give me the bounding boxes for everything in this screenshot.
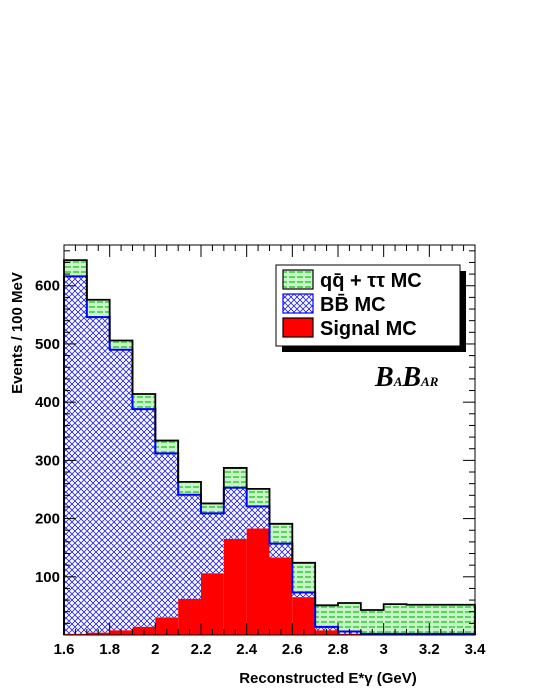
y-axis-title: Events / 100 MeV (9, 272, 26, 394)
bar-qqbar-tautau-7 (223, 467, 247, 488)
babar-logo: BABAR (374, 362, 439, 393)
bar-bbbar-0 (64, 276, 87, 634)
y-tick-label: 600 (35, 278, 60, 295)
x-tick-label: 3 (379, 641, 387, 658)
bar-bbbar-6 (201, 513, 224, 574)
legend-label-0: qq̄ + ττ MC (320, 270, 422, 292)
bar-qqbar-tautau-11 (315, 605, 338, 627)
legend-swatch-2 (282, 317, 314, 338)
bar-bbbar-9 (269, 543, 293, 558)
bar-qqbar-tautau-15 (406, 604, 430, 634)
bar-qqbar-tautau-4 (155, 440, 179, 454)
y-tick-label: 400 (35, 394, 60, 411)
x-tick-label: 2.6 (282, 641, 303, 658)
bar-qqbar-tautau-0 (64, 260, 87, 277)
bar-qqbar-tautau-5 (178, 481, 201, 495)
bar-qqbar-tautau-9 (269, 523, 293, 544)
bar-signal-8 (246, 528, 270, 635)
y-tick-label: 200 (35, 511, 60, 528)
bar-bbbar-3 (132, 409, 156, 627)
bar-bbbar-10 (292, 592, 316, 598)
legend-swatch-0 (282, 269, 314, 290)
bar-bbbar-2 (109, 349, 133, 631)
x-tick-label: 2 (151, 641, 159, 658)
bar-qqbar-tautau-14 (383, 604, 407, 634)
legend-swatch-1 (282, 293, 314, 314)
bar-bbbar-4 (155, 453, 179, 618)
bar-qqbar-tautau-13 (360, 609, 384, 634)
x-tick-label: 2.2 (191, 641, 212, 658)
bar-signal-7 (223, 538, 247, 635)
x-tick-label: 1.8 (99, 641, 120, 658)
x-tick-label: 3.4 (465, 641, 487, 658)
bar-qqbar-tautau-2 (109, 340, 133, 350)
bar-signal-6 (201, 573, 224, 635)
y-tick-label: 100 (35, 569, 60, 586)
plot-area (63, 259, 476, 635)
x-tick-label: 1.6 (54, 641, 75, 658)
total-outline (63, 259, 476, 635)
bar-qqbar-tautau-3 (132, 394, 156, 410)
bar-bbbar-5 (178, 494, 201, 599)
x-axis-title: Reconstructed E*γ (GeV) (239, 670, 417, 687)
bar-signal-9 (269, 557, 293, 635)
bar-bbbar-11 (315, 626, 338, 631)
bar-qqbar-tautau-1 (86, 299, 110, 318)
bar-qqbar-tautau-10 (292, 562, 316, 593)
bar-bbbar-1 (86, 317, 110, 633)
x-tick-label: 2.4 (236, 641, 258, 658)
bar-signal-4 (155, 617, 179, 635)
legend-label-1: BB̄ MC (320, 294, 386, 316)
x-tick-label: 2.8 (328, 641, 349, 658)
bar-signal-10 (292, 597, 316, 635)
x-tick-label: 3.2 (419, 641, 440, 658)
legend-label-2: Signal MC (320, 318, 417, 340)
bar-bbbar-8 (246, 506, 270, 529)
axis-ticks: 1.6 1.8 2 2.2 2.4 2.6 2.8 3 3.2 3.4 100 200 300 400 50… (35, 245, 486, 658)
bar-qqbar-tautau-8 (246, 488, 270, 507)
bar-qqbar-tautau-16 (429, 604, 453, 634)
y-tick-label: 300 (35, 452, 60, 469)
bar-signal-5 (178, 598, 201, 635)
bar-bbbar-7 (223, 487, 247, 539)
bar-qqbar-tautau-6 (201, 503, 224, 514)
y-tick-label: 500 (35, 336, 60, 353)
bar-qqbar-tautau-12 (338, 602, 361, 632)
